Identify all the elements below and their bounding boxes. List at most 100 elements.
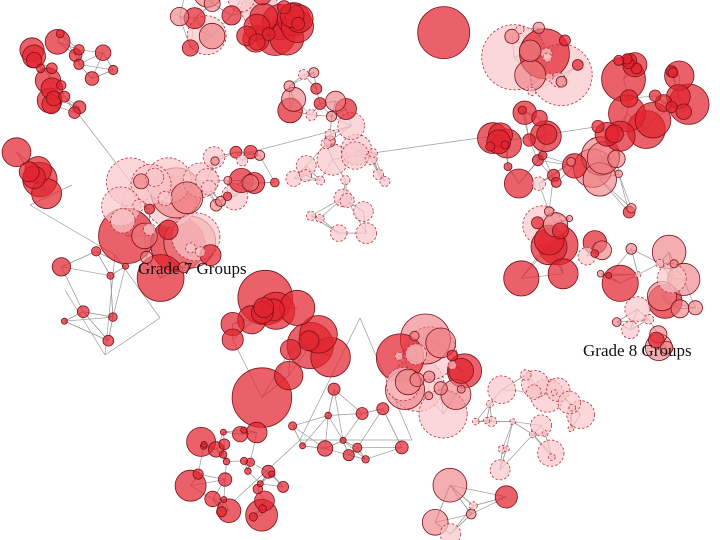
- network-node: [285, 170, 302, 187]
- network-node: [409, 372, 425, 388]
- network-node: [56, 80, 67, 91]
- network-node: [500, 140, 510, 150]
- network-node: [73, 44, 85, 56]
- network-node: [58, 90, 71, 103]
- network-node: [417, 6, 471, 59]
- network-edge: [512, 421, 534, 435]
- network-node: [571, 59, 584, 71]
- network-node: [136, 254, 185, 302]
- network-node: [655, 258, 665, 268]
- network-node: [298, 330, 320, 352]
- network-node: [531, 176, 546, 191]
- network-node: [552, 222, 569, 240]
- network-node: [433, 381, 448, 396]
- network-node: [325, 110, 337, 122]
- network-node: [55, 29, 65, 39]
- network-node: [253, 0, 271, 6]
- network-node: [409, 330, 420, 341]
- network-edge: [355, 134, 501, 156]
- network-node: [634, 271, 642, 279]
- network-edge: [357, 408, 384, 448]
- network-node: [669, 259, 679, 269]
- network-node: [201, 179, 217, 196]
- network-node: [310, 82, 323, 95]
- network-node: [269, 177, 280, 188]
- network-node: [325, 90, 347, 112]
- network-node: [330, 224, 348, 242]
- network-node: [36, 63, 46, 74]
- network-node: [504, 28, 520, 44]
- network-node: [221, 5, 242, 26]
- network-node: [248, 33, 266, 51]
- network-edge: [302, 415, 329, 447]
- network-node: [557, 390, 582, 415]
- network-node: [547, 453, 556, 461]
- network-node: [122, 262, 130, 270]
- network-node: [423, 370, 436, 383]
- network-node: [526, 384, 542, 400]
- network-node: [687, 300, 703, 316]
- network-node: [667, 67, 679, 79]
- network-node: [108, 312, 118, 322]
- network-node: [352, 442, 363, 453]
- network-node: [538, 150, 548, 161]
- network-node: [405, 343, 427, 366]
- network-node: [339, 192, 355, 208]
- network-node: [219, 450, 228, 459]
- network-node: [254, 149, 266, 161]
- edges-layer: [16, 0, 696, 535]
- network-node: [675, 103, 692, 120]
- network-node: [596, 270, 605, 278]
- network-node: [340, 174, 351, 185]
- network-node: [656, 263, 687, 294]
- network-node: [244, 467, 252, 475]
- network-node: [520, 369, 532, 381]
- network-node: [229, 145, 243, 159]
- network-node: [550, 176, 562, 188]
- network-node: [555, 75, 568, 88]
- network-node: [547, 258, 579, 290]
- network-node: [647, 331, 665, 349]
- network-node: [192, 468, 204, 480]
- network-node: [361, 455, 370, 464]
- network-node: [550, 389, 558, 397]
- network-node: [514, 59, 547, 92]
- network-node: [308, 67, 320, 78]
- network-node: [486, 399, 494, 408]
- network-node: [248, 512, 258, 522]
- network-node: [379, 176, 391, 187]
- network-node: [355, 407, 369, 420]
- network-node: [619, 89, 639, 108]
- network-node: [157, 190, 173, 207]
- network-node: [536, 123, 558, 145]
- network-node: [605, 272, 613, 279]
- network-node: [222, 191, 233, 202]
- network-node: [324, 128, 337, 141]
- network-edge: [82, 311, 109, 341]
- network-node: [1, 137, 32, 168]
- network-node: [665, 101, 678, 114]
- network-node: [456, 384, 466, 394]
- network-node: [529, 430, 537, 439]
- network-node: [223, 175, 233, 185]
- network-node: [614, 169, 623, 178]
- network-node: [258, 504, 268, 514]
- network-edge: [475, 403, 491, 422]
- network-node: [613, 55, 625, 66]
- network-node: [567, 425, 575, 433]
- network-node: [140, 250, 154, 264]
- network-node: [268, 470, 276, 478]
- network-node: [241, 174, 260, 192]
- network-node: [590, 249, 600, 258]
- network-edge: [292, 415, 329, 427]
- network-node: [313, 97, 327, 110]
- network-node: [253, 297, 275, 319]
- network-node: [305, 109, 318, 121]
- network-node: [256, 480, 264, 488]
- network-node: [200, 440, 208, 448]
- network-edge: [250, 125, 352, 153]
- network-node: [194, 246, 206, 258]
- network-node: [670, 299, 690, 319]
- network-node: [68, 106, 81, 119]
